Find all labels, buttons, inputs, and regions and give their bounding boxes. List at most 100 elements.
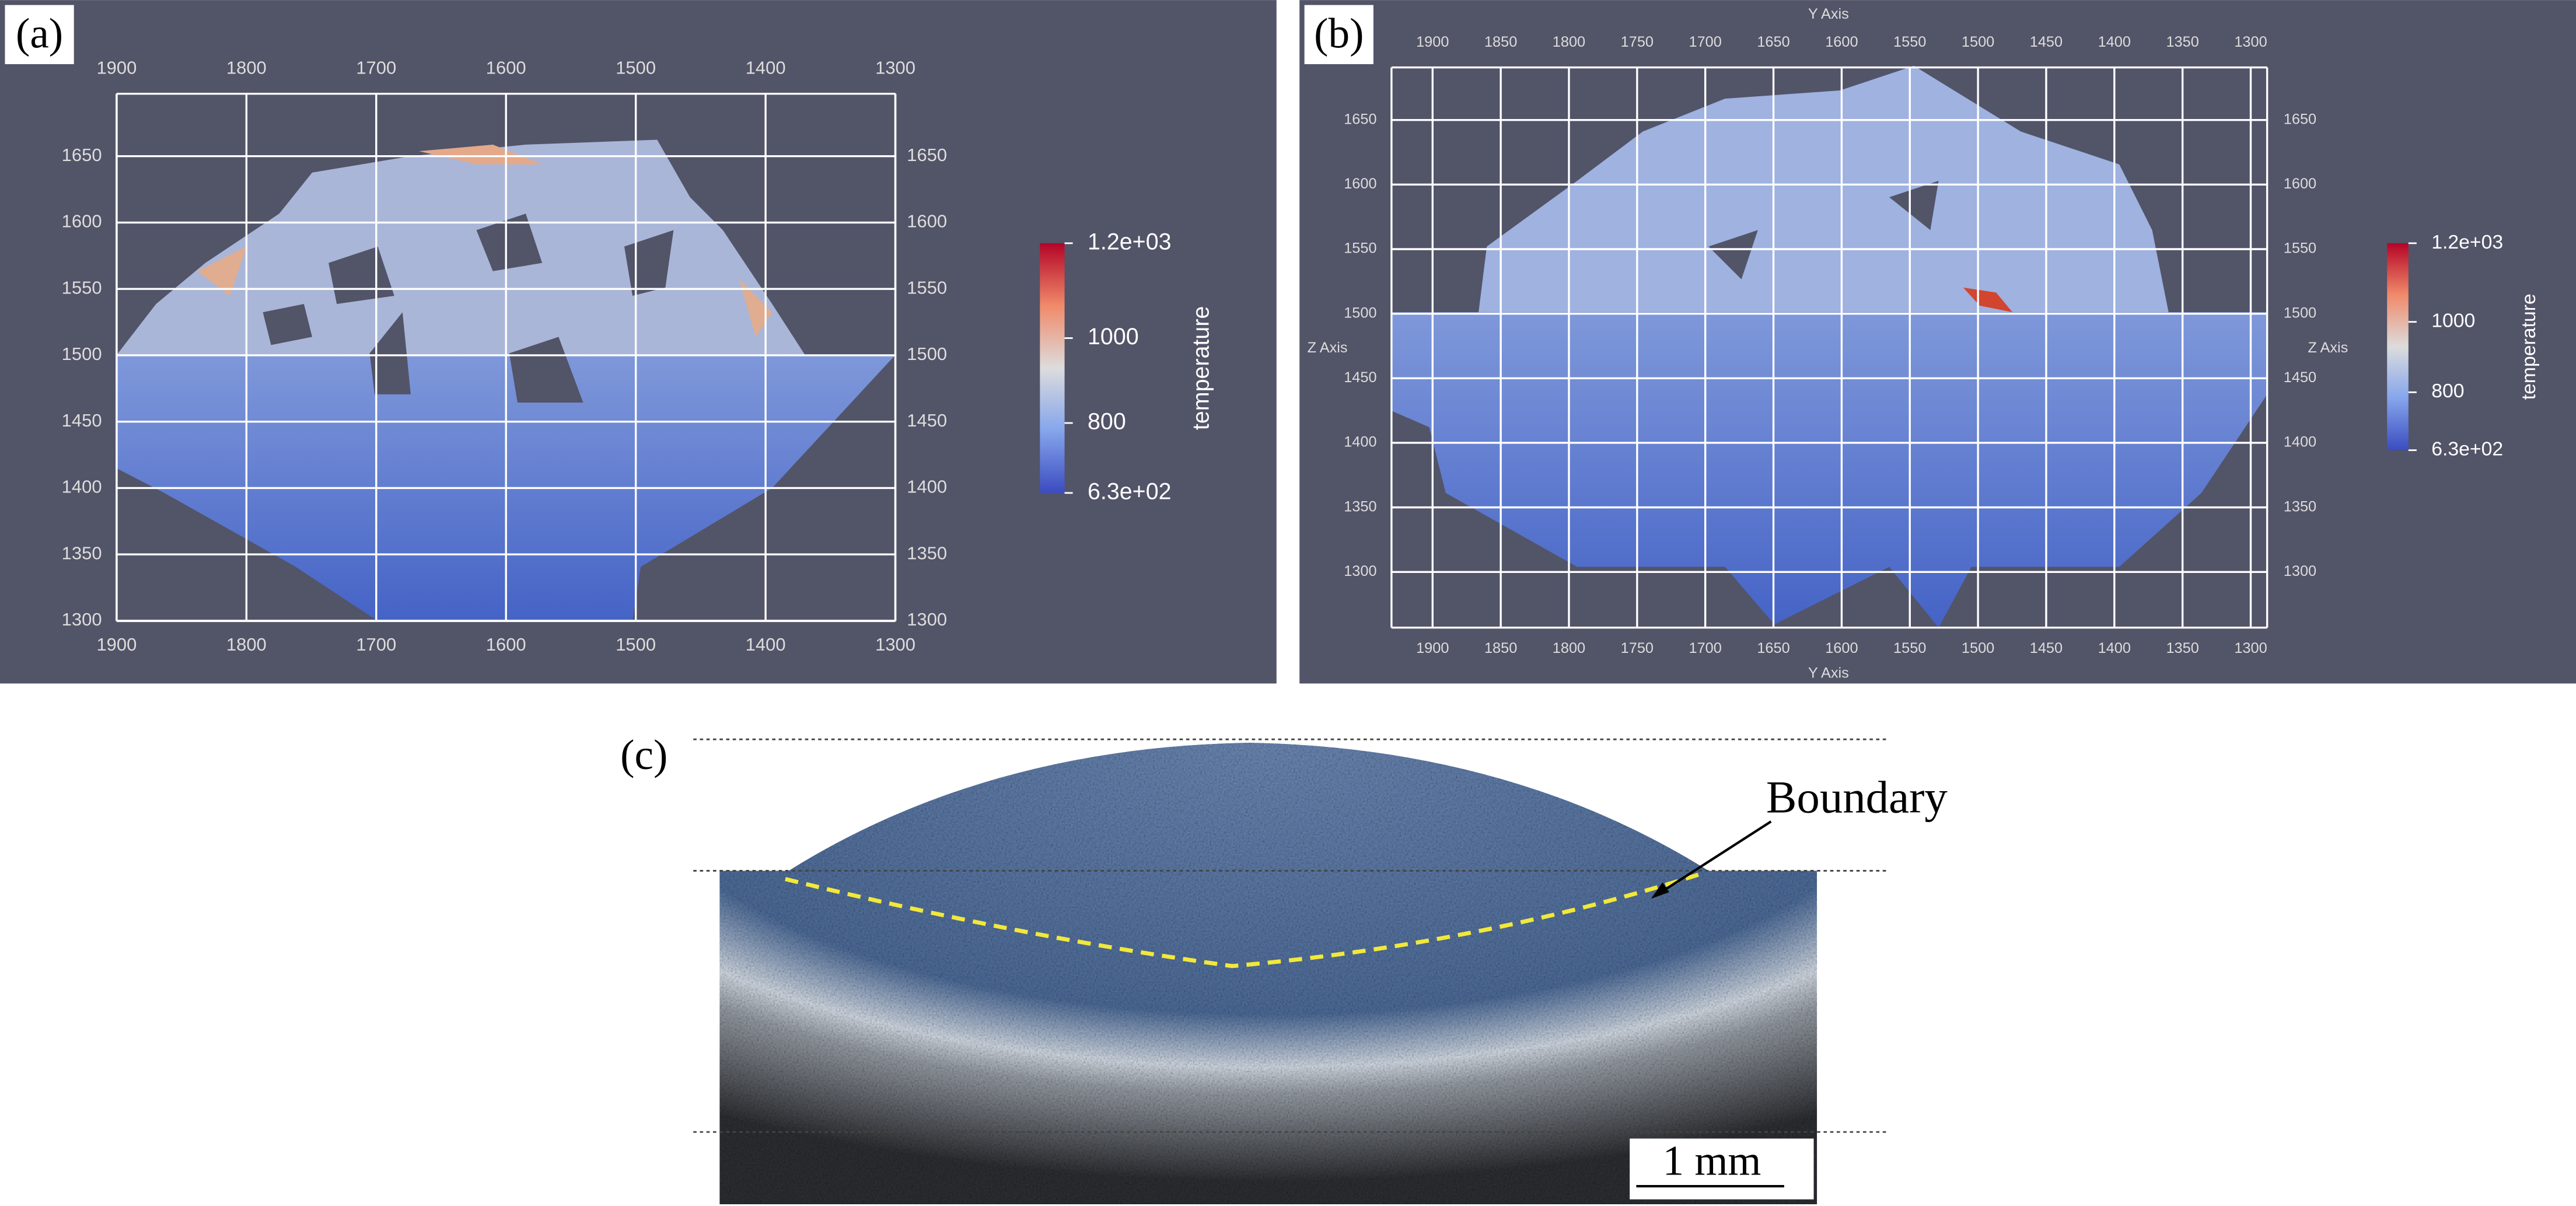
x-tick-label: 1800 (1553, 640, 1585, 656)
y-tick-label: 1550 (2284, 240, 2316, 257)
y-tick-label: 1600 (62, 211, 102, 232)
colorbar (2387, 243, 2409, 450)
void (476, 214, 543, 271)
y-tick-label: 1350 (2284, 498, 2316, 515)
y-tick-label: 1300 (1344, 563, 1376, 579)
x-tick-label: 1850 (1484, 34, 1517, 50)
x-tick-label: 1550 (1893, 640, 1926, 656)
void (369, 312, 411, 394)
y-tick-label: 1300 (62, 609, 102, 630)
x-tick-label: 1350 (2166, 640, 2198, 656)
y-tick-label: 1500 (1344, 305, 1376, 321)
axis-title: Y Axis (1808, 665, 1849, 681)
x-tick-label: 1900 (96, 634, 137, 655)
y-tick-label: 1500 (2284, 305, 2316, 321)
arrow-head (1651, 882, 1669, 899)
x-tick-label: 1900 (1416, 640, 1449, 656)
y-tick-label: 1550 (1344, 240, 1376, 257)
x-tick-label: 1400 (2098, 34, 2131, 50)
x-tick-label: 1550 (1893, 34, 1926, 50)
x-tick-label: 1850 (1484, 640, 1517, 656)
y-tick-label: 1450 (62, 410, 102, 431)
panel-label: (c) (620, 731, 667, 778)
axis-title: Y Axis (1808, 6, 1849, 22)
micrograph-image (719, 742, 1817, 1205)
x-tick-label: 1800 (1553, 34, 1585, 50)
x-tick-label: 1900 (1416, 34, 1449, 50)
annotation: Boundary (1766, 772, 1948, 823)
deposit-region (1479, 65, 2169, 313)
x-tick-label: 1400 (746, 634, 786, 655)
arrow (1655, 820, 1772, 897)
axis-title: Z Axis (1308, 340, 1348, 356)
x-tick-label: 1500 (616, 58, 656, 78)
colorbar-label: 1000 (2431, 310, 2475, 332)
x-tick-label: 1500 (1962, 34, 1994, 50)
x-tick-label: 1500 (1962, 640, 1994, 656)
y-tick-label: 1400 (1344, 434, 1376, 450)
y-tick-label: 1500 (62, 344, 102, 364)
y-tick-label: 1400 (907, 477, 947, 497)
y-tick-label: 1400 (2284, 434, 2316, 450)
x-tick-label: 1750 (1621, 640, 1654, 656)
colorbar-label: 6.3e+02 (2431, 438, 2503, 460)
x-tick-label: 1800 (226, 58, 267, 78)
x-tick-label: 1350 (2166, 34, 2198, 50)
solid-region (1391, 312, 2267, 628)
x-tick-label: 1700 (1689, 640, 1722, 656)
y-tick-label: 1550 (907, 277, 947, 298)
x-tick-label: 1700 (356, 634, 396, 655)
axis-title: Z Axis (2308, 340, 2348, 356)
colorbar-label: 1.2e+03 (1088, 229, 1172, 254)
x-tick-label: 1700 (1689, 34, 1722, 50)
y-tick-label: 1300 (2284, 563, 2316, 579)
colorbar-label: 800 (1088, 408, 1126, 434)
x-tick-label: 1900 (96, 58, 137, 78)
colorbar (1040, 243, 1065, 493)
scale-box (1630, 1138, 1814, 1200)
boundary-line (785, 872, 1701, 969)
y-tick-label: 1450 (2284, 369, 2316, 386)
y-tick-label: 1550 (62, 277, 102, 298)
x-tick-label: 1300 (2234, 640, 2267, 656)
y-tick-label: 1600 (907, 211, 947, 232)
y-tick-label: 1300 (907, 609, 947, 630)
x-tick-label: 1600 (1825, 640, 1858, 656)
x-tick-label: 1300 (875, 634, 915, 655)
y-tick-label: 1350 (62, 543, 102, 563)
x-tick-label: 1600 (1825, 34, 1858, 50)
void (1708, 230, 1758, 279)
y-tick-label: 1650 (2284, 111, 2316, 127)
y-tick-label: 1600 (2284, 176, 2316, 192)
x-tick-label: 1650 (1757, 640, 1789, 656)
x-tick-label: 1600 (486, 58, 526, 78)
x-tick-label: 1600 (486, 634, 526, 655)
scale-label: 1 mm (1663, 1137, 1761, 1184)
colorbar-label: 6.3e+02 (1088, 478, 1172, 504)
y-tick-label: 1650 (1344, 111, 1376, 127)
panel-label-box (1304, 5, 1373, 64)
x-tick-label: 1300 (2234, 34, 2267, 50)
x-tick-label: 1400 (2098, 640, 2131, 656)
panel-label: (a) (16, 10, 63, 57)
deposit-region (116, 139, 805, 355)
x-tick-label: 1750 (1621, 34, 1654, 50)
y-tick-label: 1450 (907, 410, 947, 431)
colorbar-title: temperature (1188, 306, 1214, 430)
colorbar-label: 1000 (1088, 324, 1139, 349)
y-tick-label: 1650 (907, 145, 947, 165)
y-tick-label: 1400 (62, 477, 102, 497)
y-tick-label: 1600 (1344, 176, 1376, 192)
colorbar-title: temperature (2518, 293, 2540, 400)
hot-patch (419, 144, 543, 165)
x-tick-label: 1800 (226, 634, 267, 655)
void (263, 304, 312, 345)
hot-patch (1963, 287, 2013, 313)
y-tick-label: 1450 (1344, 369, 1376, 386)
x-tick-label: 1700 (356, 58, 396, 78)
x-tick-label: 1400 (746, 58, 786, 78)
panel-label: (b) (1314, 10, 1364, 57)
colorbar-label: 1.2e+03 (2431, 231, 2503, 253)
y-tick-label: 1350 (1344, 498, 1376, 515)
